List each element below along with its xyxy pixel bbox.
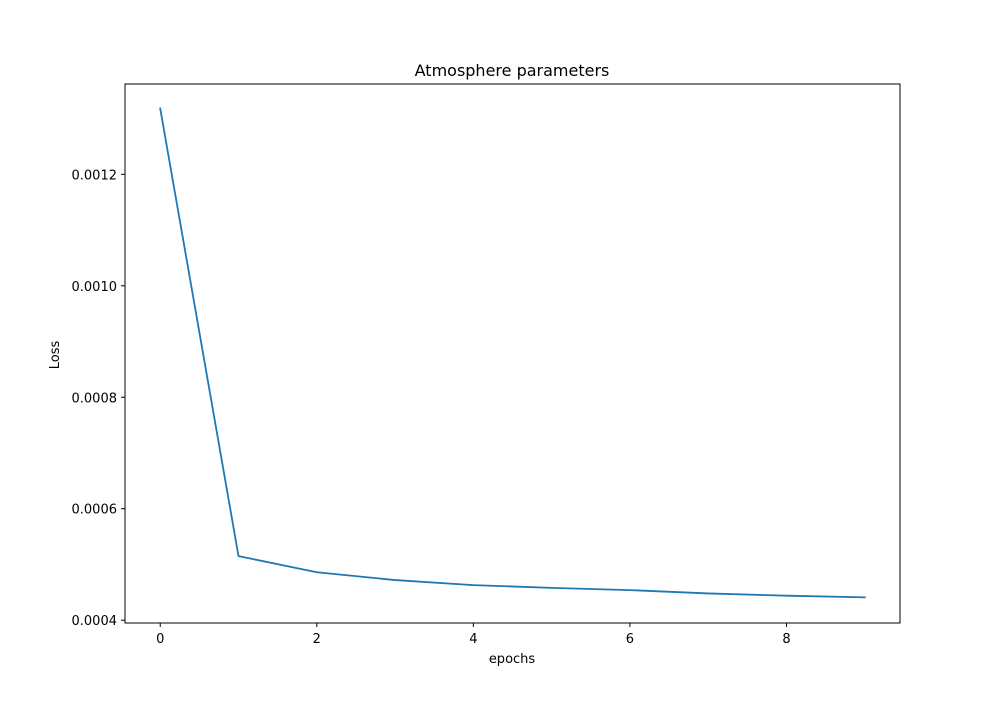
x-axis-label: epochs bbox=[489, 652, 536, 667]
x-tick-label: 6 bbox=[626, 632, 634, 647]
plot-frame bbox=[124, 83, 901, 624]
x-tick-label: 2 bbox=[313, 632, 321, 647]
x-tick-label: 8 bbox=[782, 632, 790, 647]
y-axis: 0.0004 0.0006 0.0008 0.0010 0.0012 bbox=[72, 168, 125, 629]
x-tick-label: 0 bbox=[156, 632, 164, 647]
y-tick-label: 0.0008 bbox=[72, 391, 118, 406]
x-axis: 0 2 4 6 8 bbox=[156, 623, 791, 647]
y-tick-label: 0.0012 bbox=[72, 168, 118, 183]
chart-title: Atmosphere parameters bbox=[415, 61, 610, 80]
y-tick-label: 0.0004 bbox=[72, 614, 118, 629]
y-axis-label: Loss bbox=[48, 341, 63, 370]
y-tick-label: 0.0010 bbox=[72, 280, 118, 295]
loss-series-line bbox=[159, 107, 866, 599]
y-tick-label: 0.0006 bbox=[72, 503, 118, 518]
x-tick-label: 4 bbox=[469, 632, 477, 647]
